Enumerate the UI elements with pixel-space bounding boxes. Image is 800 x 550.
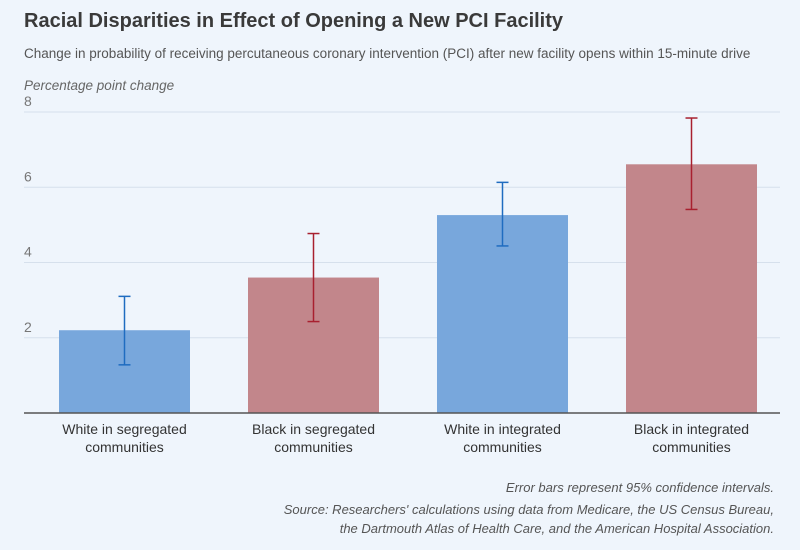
source-line-1: Source: Researchers' calculations using … (283, 502, 774, 517)
chart-title: Racial Disparities in Effect of Opening … (24, 10, 564, 32)
y-tick-label: 6 (24, 168, 32, 184)
x-tick-label: communities (274, 439, 353, 455)
chart-subtitle: Change in probability of receiving percu… (24, 46, 751, 61)
source-line-2: the Dartmouth Atlas of Health Care, and … (339, 521, 774, 536)
x-tick-label: White in integrated (444, 421, 561, 437)
y-axis-label: Percentage point change (24, 78, 175, 93)
bar-chart: 2 4 6 8 White in segregated communities Black … (24, 93, 780, 455)
error-bar-note: Error bars represent 95% confidence inte… (505, 480, 774, 495)
y-tick-label: 2 (24, 319, 32, 335)
x-tick-label: Black in integrated (634, 421, 749, 437)
bar (437, 215, 568, 413)
y-tick-label: 8 (24, 93, 32, 109)
x-tick-label: Black in segregated (252, 421, 375, 437)
x-tick-label: communities (85, 439, 164, 455)
source-note: Source: Researchers' calculations using … (284, 500, 774, 538)
x-tick-label: communities (463, 439, 542, 455)
x-tick-label: communities (652, 439, 731, 455)
x-tick-label: White in segregated (62, 421, 187, 437)
y-tick-label: 4 (24, 244, 32, 260)
